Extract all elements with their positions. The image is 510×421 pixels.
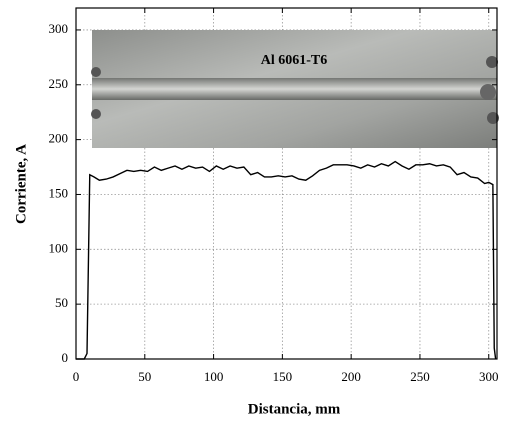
y-tick-label: 200 [49,131,69,146]
x-tick-label: 300 [479,369,499,384]
plot-frame [75,7,498,360]
x-tick-label: 100 [204,369,224,384]
x-tick-label: 50 [138,369,151,384]
y-tick-label: 250 [49,76,69,91]
x-tick-label: 0 [73,369,80,384]
weld-photo [91,30,499,148]
y-tick-label: 50 [55,295,68,310]
y-axis-title: Corriente, A [13,144,29,224]
x-tick-label: 250 [410,369,430,384]
y-tick-label: 150 [49,185,69,200]
x-tick-label: 150 [273,369,293,384]
image-label: Al 6061-T6 [261,53,328,68]
x-tick-label: 200 [341,369,361,384]
y-tick-label: 300 [49,21,69,36]
data-line [76,160,497,360]
y-tick-label: 0 [62,350,69,365]
y-tick-label: 100 [49,240,69,255]
x-axis-title: Distancia, mm [248,401,341,417]
